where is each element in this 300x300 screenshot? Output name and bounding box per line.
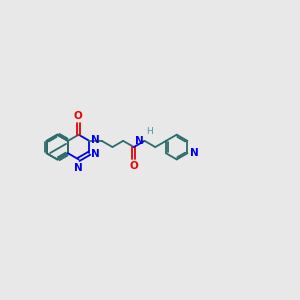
Text: N: N	[92, 135, 100, 145]
Text: N: N	[135, 136, 143, 146]
Text: O: O	[130, 161, 138, 171]
Text: H: H	[146, 128, 152, 136]
Text: N: N	[190, 148, 199, 158]
Text: N: N	[92, 149, 100, 159]
Text: N: N	[74, 163, 83, 173]
Text: O: O	[74, 111, 82, 121]
